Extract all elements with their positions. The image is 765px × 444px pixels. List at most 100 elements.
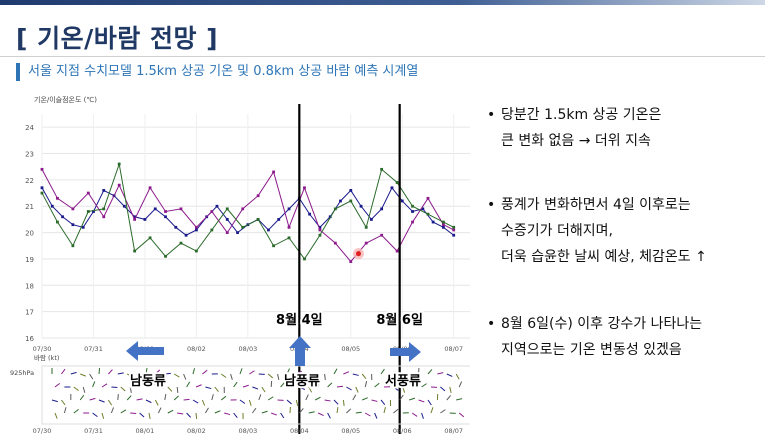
wind-barb — [164, 372, 171, 375]
wind-barb — [239, 399, 246, 404]
wind-barb — [220, 373, 227, 378]
x-tick-label: 08/07 — [444, 345, 463, 353]
wind-barb — [98, 367, 101, 375]
wind-barb — [455, 373, 460, 380]
data-point — [194, 228, 198, 232]
y-tick-label: 16 — [25, 335, 34, 343]
wind-barb — [126, 395, 132, 401]
data-point — [40, 191, 44, 195]
data-point — [256, 218, 260, 221]
data-point — [71, 207, 75, 211]
wind-barb — [427, 399, 432, 406]
wind-x-tick-label: 07/31 — [84, 427, 103, 435]
wind-barb — [183, 373, 187, 380]
data-point — [225, 207, 229, 211]
data-point — [92, 210, 95, 213]
y-tick-label: 24 — [25, 124, 34, 132]
y-tick-labels: 16 17 18 19 20 21 22 23 24 — [25, 124, 34, 343]
data-point — [153, 207, 157, 211]
wind-barb — [192, 368, 196, 375]
wind-barb — [173, 395, 179, 401]
data-point — [390, 186, 394, 190]
data-point — [442, 225, 445, 229]
wind-barb — [343, 371, 350, 375]
data-point — [71, 244, 75, 248]
data-point — [400, 199, 404, 203]
wind-barb — [258, 394, 262, 401]
wind-barb — [54, 412, 58, 419]
data-point — [143, 218, 147, 221]
wind-barb — [393, 408, 399, 414]
wind-barb — [421, 412, 424, 419]
data-point — [225, 218, 229, 221]
wind-barb — [167, 409, 174, 414]
event-line-label: 8월 6일 — [376, 312, 423, 328]
wind-barb — [98, 399, 105, 403]
wind-barb — [70, 371, 77, 375]
wind-barb — [380, 399, 386, 405]
wind-barb — [136, 373, 140, 380]
wind-barb — [239, 368, 243, 375]
wind-panel: 바람 (kt)925hPa 07/30 07/31 08/01 08/02 08/03 08… — [10, 353, 470, 435]
wind-barb — [399, 373, 406, 377]
wind-barb — [195, 412, 198, 420]
wind-barb — [371, 399, 378, 402]
wind-barb — [167, 386, 173, 392]
data-point — [426, 196, 430, 200]
wind-x-tick-label: 08/07 — [444, 427, 463, 435]
wind-barb — [411, 412, 418, 417]
data-point — [241, 225, 245, 229]
wind-barb — [63, 407, 67, 414]
bullet-2-line-3: 더욱 습윤한 날씨 예상, 체감온도 ↑ — [501, 249, 707, 265]
data-point — [349, 189, 353, 192]
data-point — [86, 191, 90, 195]
data-point — [272, 170, 275, 174]
data-point — [225, 231, 229, 234]
data-point — [40, 186, 44, 190]
marker-dot — [356, 251, 361, 257]
bullet-2-line-1: 풍계가 변화하면서 4일 이후로는 — [501, 197, 691, 213]
wind-barb — [233, 412, 238, 419]
data-point — [442, 223, 445, 227]
wind-barb — [195, 384, 202, 388]
wind-barb — [192, 399, 199, 404]
data-point — [277, 218, 281, 221]
wind-barb — [437, 372, 444, 375]
wind-barb — [355, 386, 359, 393]
bullet-3: • 8월 6일(수) 이후 강수가 나타나는 지역으로는 기온 변동성 있겠음 — [487, 311, 702, 363]
wind-barb — [333, 368, 338, 375]
wind-barb — [458, 412, 465, 418]
wind-barb — [458, 381, 463, 388]
data-point — [102, 207, 106, 211]
wind-barb — [280, 382, 285, 388]
wind-frame — [41, 365, 470, 425]
wind-barb — [183, 398, 190, 401]
wind-barb — [214, 410, 221, 414]
data-point — [272, 244, 275, 248]
wind-annotations: 남동류 남풍류 서풍류 — [126, 336, 423, 391]
series-line-green — [41, 162, 454, 260]
wind-barb — [155, 369, 161, 375]
data-point — [364, 225, 368, 229]
wind-barb — [177, 412, 184, 415]
wind-barb — [399, 394, 404, 401]
wind-annotation-label: 남동류 — [130, 373, 166, 389]
y-tick-label: 21 — [25, 203, 34, 211]
wind-x-tick-label: 08/04 — [290, 427, 309, 435]
wind-barb — [79, 394, 85, 401]
wind-barb — [352, 373, 359, 376]
wind-barb — [314, 396, 321, 401]
wind-barb — [186, 381, 191, 388]
data-point — [411, 220, 414, 224]
wind-barb — [214, 386, 219, 393]
data-point — [380, 207, 384, 211]
data-point — [369, 218, 373, 221]
wind-barb — [204, 407, 209, 414]
data-point — [395, 249, 399, 253]
wind-barb — [242, 384, 249, 388]
data-point — [318, 228, 322, 232]
data-point — [318, 233, 322, 237]
page-title: [ 기온/바람 전망 ] — [16, 24, 219, 53]
wind-barb — [130, 412, 137, 415]
wind-barb — [101, 383, 108, 388]
